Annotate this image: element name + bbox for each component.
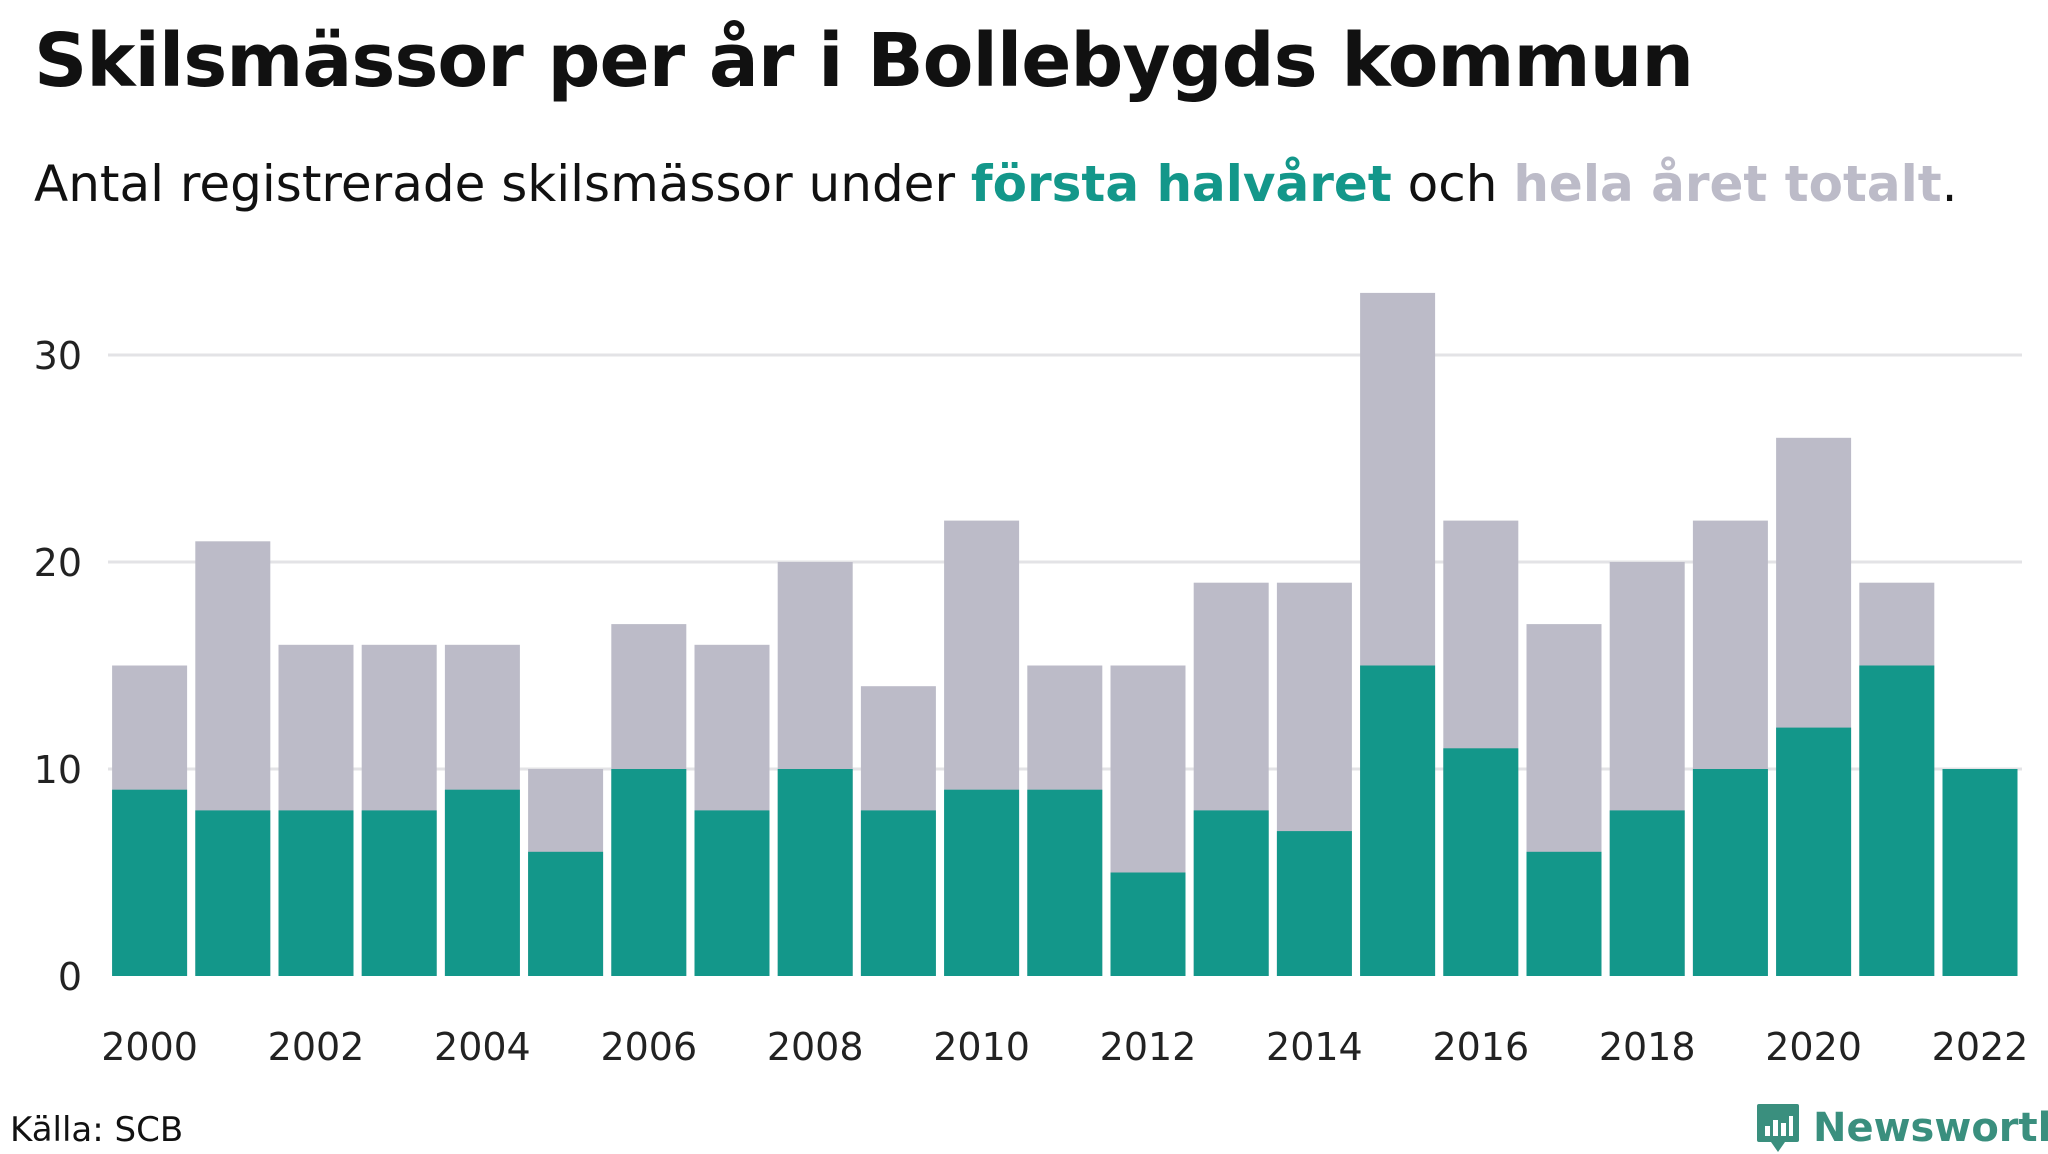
y-tick-label-10: 10 [34, 748, 82, 792]
bar-first-half-2020 [1776, 727, 1852, 976]
bar-first-half-2016 [1443, 748, 1519, 976]
bar-first-half-2007 [694, 810, 770, 976]
subtitle-mid: och [1391, 155, 1514, 213]
brand-logo: Newsworthy [1755, 1102, 2048, 1154]
x-tick-label-2008: 2008 [767, 1025, 864, 1069]
x-tick-label-2000: 2000 [101, 1025, 198, 1069]
y-tick-label-30: 30 [34, 334, 82, 378]
x-tick-label-2006: 2006 [600, 1025, 697, 1069]
bar-first-half-2006 [611, 769, 687, 976]
x-tick-label-2016: 2016 [1432, 1025, 1529, 1069]
subtitle-suffix: . [1941, 155, 1958, 213]
bar-first-half-2005 [528, 851, 604, 976]
newsworthy-logo-icon [1757, 1104, 1799, 1152]
bar-first-half-2001 [195, 810, 271, 976]
x-tick-label-2020: 2020 [1765, 1025, 1862, 1069]
x-tick-label-2014: 2014 [1266, 1025, 1363, 1069]
bar-first-half-2000 [112, 789, 188, 976]
bar-first-half-2009 [860, 810, 936, 976]
source-label: Källa: SCB [10, 1110, 184, 1150]
bar-first-half-2003 [361, 810, 437, 976]
bar-first-half-2015 [1360, 665, 1436, 976]
bar-first-half-2010 [944, 789, 1020, 976]
x-tick-label-2018: 2018 [1599, 1025, 1696, 1069]
x-tick-label-2012: 2012 [1100, 1025, 1197, 1069]
subtitle-full-year: hela året totalt [1513, 155, 1942, 213]
x-tick-label-2002: 2002 [268, 1025, 365, 1069]
x-tick-label-2010: 2010 [933, 1025, 1030, 1069]
subtitle-prefix: Antal registrerade skilsmässor under [34, 155, 971, 213]
y-axis-ticks: 0 10 20 30 [34, 334, 82, 999]
bar-first-half-2011 [1027, 789, 1103, 976]
y-tick-label-20: 20 [34, 541, 82, 585]
bar-first-half-2008 [777, 769, 853, 976]
chart-title: Skilsmässor per år i Bollebygds kommun [34, 18, 1694, 104]
bar-first-half-2018 [1609, 810, 1685, 976]
bars [112, 292, 2018, 976]
bar-first-half-2013 [1193, 810, 1269, 976]
bar-first-half-2004 [444, 789, 520, 976]
y-tick-label-0: 0 [58, 955, 82, 999]
bar-first-half-2017 [1526, 851, 1602, 976]
bar-first-half-2021 [1859, 665, 1935, 976]
brand-name: Newsworthy [1813, 1105, 2048, 1151]
bar-first-half-2014 [1276, 831, 1352, 976]
bar-first-half-2019 [1692, 769, 1768, 976]
x-axis-ticks: 2000 2002 2004 2006 2008 2010 2012 2014 2016 2018… [101, 1025, 2028, 1069]
bar-first-half-2002 [278, 810, 354, 976]
subtitle-first-half: första halvåret [970, 155, 1392, 213]
bar-first-half-2022 [1942, 769, 2018, 976]
chart-subtitle: Antal registrerade skilsmässor under för… [34, 155, 1958, 213]
bar-first-half-2012 [1110, 872, 1186, 976]
x-tick-label-2022: 2022 [1932, 1025, 2029, 1069]
x-tick-label-2004: 2004 [434, 1025, 531, 1069]
